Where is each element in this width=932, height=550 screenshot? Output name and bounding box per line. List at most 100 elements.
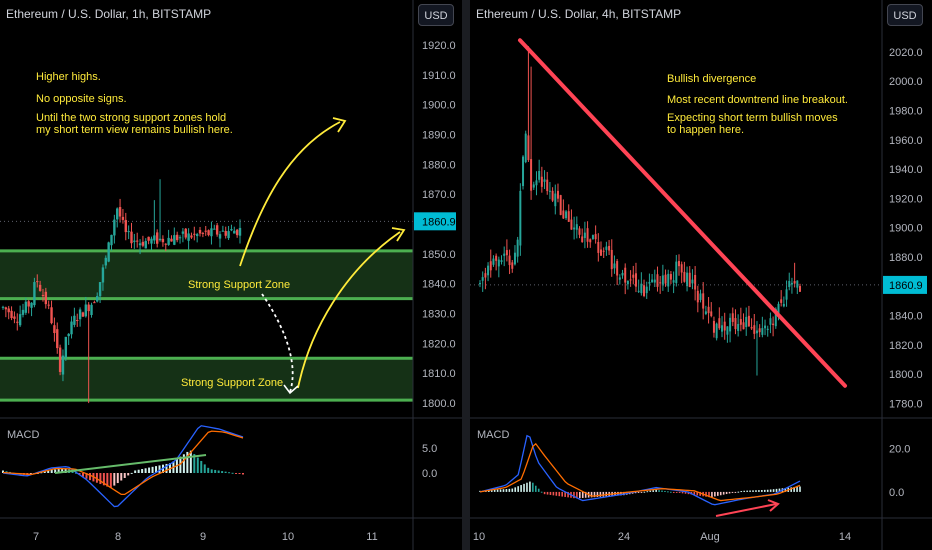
time-tick: 11 <box>366 531 377 543</box>
candle <box>780 299 783 303</box>
chart-panel-4h[interactable]: Ethereum / U.S. Dollar, 4h, BITSTAMP USD… <box>470 0 932 550</box>
macd-histogram-bar <box>523 483 525 492</box>
macd-histogram-bar <box>731 491 734 493</box>
candle <box>116 208 119 220</box>
macd-histogram-bar <box>532 482 534 492</box>
macd-histogram-bar <box>165 463 168 473</box>
macd-histogram-bar <box>596 491 599 497</box>
currency-button[interactable]: USD <box>418 4 454 26</box>
macd-histogram-bar <box>151 466 154 473</box>
macd-histogram-bar <box>579 491 581 499</box>
candle <box>731 313 734 322</box>
candle <box>70 321 73 335</box>
candle <box>64 336 68 358</box>
candle <box>602 250 605 252</box>
macd-histogram-bar <box>549 491 552 495</box>
divergence-arrow <box>715 503 777 517</box>
candle <box>67 333 70 337</box>
current-price-label <box>883 275 927 294</box>
current-price-label <box>414 212 456 231</box>
chart-4h-canvas[interactable]: Bullish divergence Most recent downtrend … <box>470 0 932 550</box>
macd-histogram-bar <box>749 490 751 492</box>
macd-histogram-bar <box>584 491 587 498</box>
macd-histogram-bar <box>573 491 575 499</box>
macd-histogram-bar <box>746 490 748 492</box>
arrow-head <box>391 227 406 242</box>
macd-histogram-bar <box>561 491 564 497</box>
candle <box>13 316 16 319</box>
candle <box>675 261 678 284</box>
macd-histogram-bar <box>664 490 666 492</box>
macd-histogram-bar <box>88 473 91 481</box>
chart-panel-1h[interactable]: Ethereum / U.S. Dollar, 1h, BITSTAMP USD… <box>0 0 462 550</box>
price-tick: 2020.0 <box>889 47 923 59</box>
macd-histogram-bar <box>649 490 652 492</box>
macd-histogram-bar <box>238 473 241 474</box>
candle <box>788 280 791 288</box>
macd-histogram-bar <box>120 473 123 481</box>
candle <box>691 279 694 284</box>
macd-histogram-bar <box>116 473 119 484</box>
support-zone <box>0 358 413 401</box>
currency-button[interactable]: USD <box>887 4 923 26</box>
candle <box>500 260 503 263</box>
price-tick: 1880.0 <box>422 159 456 171</box>
candle <box>659 282 662 284</box>
candle <box>138 243 142 246</box>
candle <box>110 234 113 246</box>
candle <box>497 259 500 267</box>
downtrend-line <box>518 38 847 388</box>
macd-histogram-bar <box>711 491 713 498</box>
price-tick: 1890.0 <box>422 129 456 141</box>
macd-histogram-bar <box>658 490 660 492</box>
macd-histogram-bar <box>661 490 663 492</box>
candle <box>118 207 122 217</box>
candle <box>481 277 484 281</box>
candle <box>195 234 199 237</box>
macd-histogram-bar <box>699 491 701 496</box>
macd-histogram-bar <box>182 454 185 473</box>
candle <box>543 179 546 182</box>
candle <box>677 261 680 267</box>
price-tick: 2000.0 <box>889 76 923 88</box>
macd-histogram-bar <box>517 486 519 492</box>
candle <box>508 255 511 266</box>
panel-divider[interactable] <box>462 0 470 550</box>
macd-histogram-bar <box>203 464 206 473</box>
candle <box>704 311 707 315</box>
macd-histogram-bar <box>640 491 643 493</box>
macd-histogram-bar <box>113 473 116 486</box>
macd-histogram-bar <box>681 491 684 494</box>
price-tick: 1940.0 <box>889 164 923 176</box>
chart-1h-canvas[interactable]: Strong Support Zone Strong Support Zone Hi… <box>0 0 462 550</box>
price-tick: 1800.0 <box>889 369 923 381</box>
candle <box>750 327 753 329</box>
candle <box>141 241 145 246</box>
candle <box>782 303 785 307</box>
price-tick: 1780.0 <box>889 398 923 410</box>
candle <box>127 231 130 233</box>
price-tick: 1820.0 <box>422 338 456 350</box>
macd-histogram-bar <box>102 473 105 486</box>
candle <box>503 253 506 256</box>
macd-histogram-bar <box>64 468 67 473</box>
price-tick: 1920.0 <box>422 40 456 52</box>
macd-histogram-bar <box>620 491 622 496</box>
candle <box>656 274 659 287</box>
arrow-head <box>283 384 299 395</box>
macd-histogram-bar <box>558 491 561 497</box>
annotation-text: Until the two strong support zones hold <box>36 112 226 124</box>
candle <box>489 261 492 271</box>
macd-tick: 20.0 <box>889 443 910 455</box>
candle <box>785 289 788 300</box>
candle <box>113 219 116 236</box>
candle <box>167 237 170 245</box>
macd-histogram-bar <box>755 490 757 492</box>
macd-histogram-bar <box>581 491 584 498</box>
macd-histogram-bar <box>637 491 640 493</box>
macd-label: MACD <box>477 429 509 441</box>
candle <box>532 184 535 188</box>
macd-histogram-bar <box>214 469 217 473</box>
candle <box>567 211 570 222</box>
candle <box>683 271 686 282</box>
